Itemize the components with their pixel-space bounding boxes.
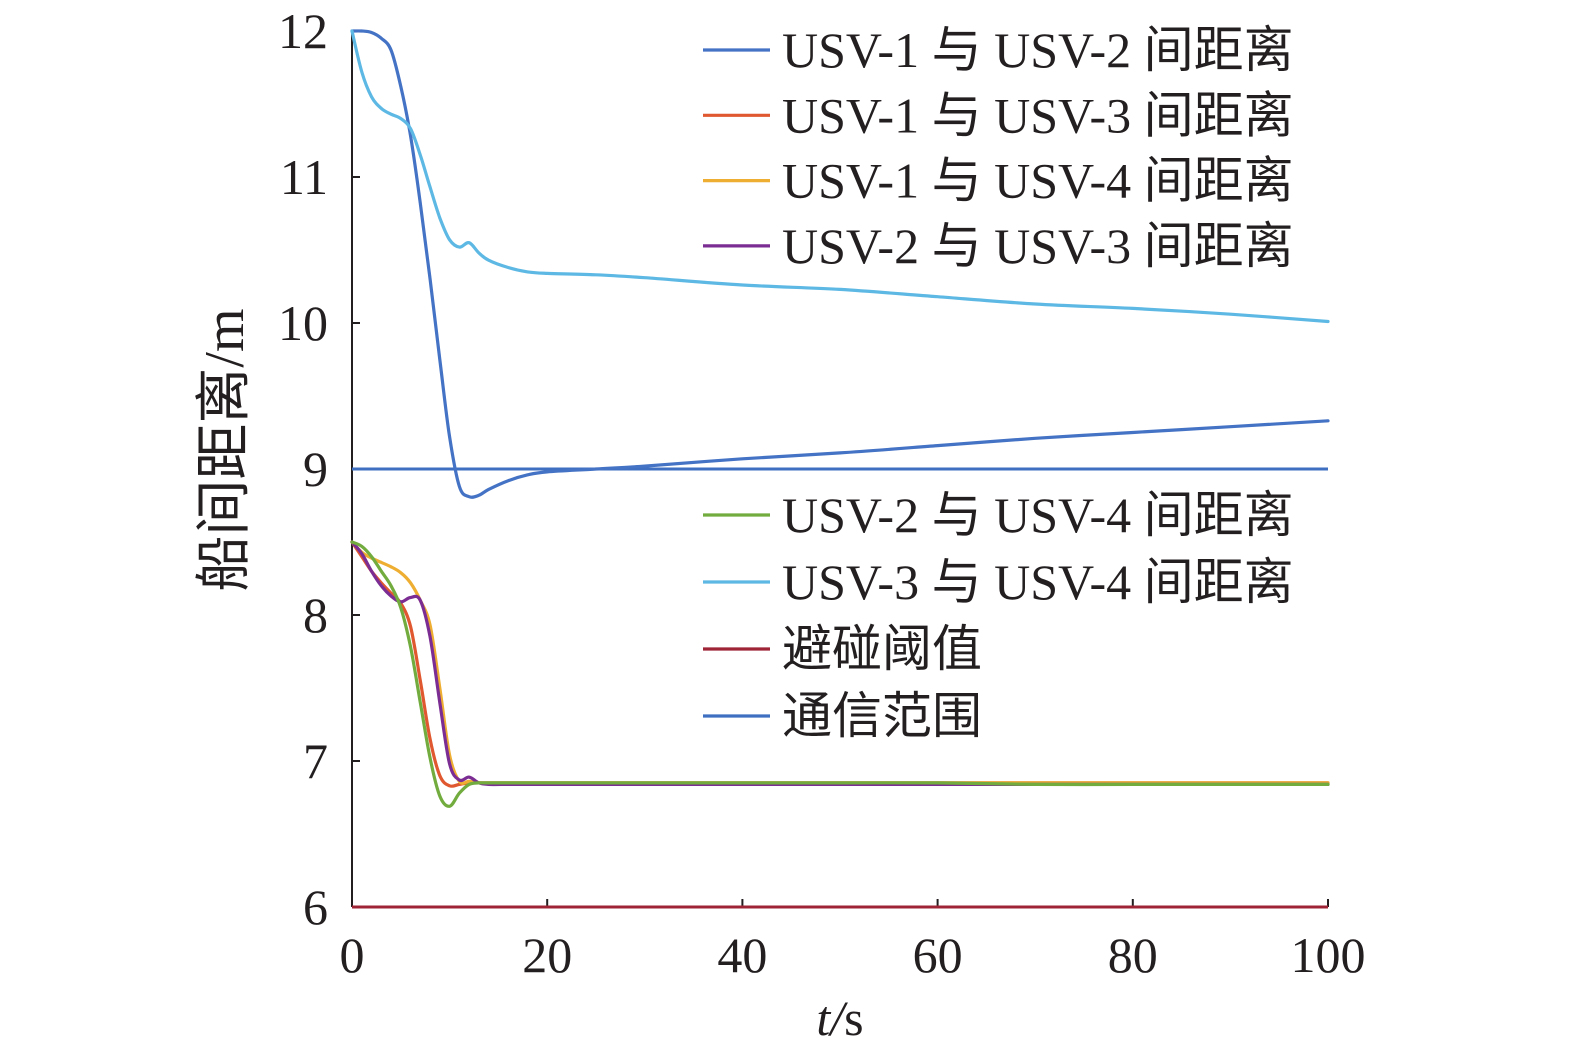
- legend-item: USV-2 与 USV-3 间距离: [703, 218, 1294, 274]
- legend-item: USV-2 与 USV-4 间距离: [703, 487, 1294, 543]
- legend: USV-1 与 USV-2 间距离 USV-1 与 USV-3 间距离 USV-1 …: [703, 22, 1294, 744]
- usv2-usv4-distance-line: [350, 540, 1330, 808]
- usv3-usv4-distance-line: [350, 29, 1330, 324]
- x-tick-label: 0: [340, 927, 365, 983]
- x-tick-label: 60: [913, 927, 963, 983]
- legend-label: USV-1 与 USV-3 间距离: [782, 87, 1294, 143]
- legend-label: USV-2 与 USV-4 间距离: [782, 487, 1294, 543]
- y-tick-label: 10: [278, 295, 328, 351]
- x-tick-label: 100: [1291, 927, 1366, 983]
- x-axis-label: t/s: [816, 990, 864, 1046]
- legend-label: USV-2 与 USV-3 间距离: [782, 218, 1294, 274]
- legend-label: USV-1 与 USV-2 间距离: [782, 22, 1294, 78]
- legend-item: USV-1 与 USV-3 间距离: [703, 87, 1294, 143]
- y-axis-label: 船间距离/m: [194, 308, 256, 592]
- legend-item: USV-1 与 USV-2 间距离: [703, 22, 1294, 78]
- y-tick-label: 8: [303, 587, 328, 643]
- usv1-usv2-distance-line: [350, 29, 1330, 499]
- y-tick-label: 11: [280, 149, 328, 205]
- legend-item: 通信范围: [703, 688, 982, 744]
- y-tick-label: 7: [303, 733, 328, 789]
- legend-label: 通信范围: [782, 688, 982, 744]
- legend-label: USV-1 与 USV-4 间距离: [782, 153, 1294, 209]
- x-tick-label: 40: [717, 927, 767, 983]
- y-tick-label: 6: [303, 879, 328, 935]
- reference-lines: [352, 467, 1328, 909]
- x-tick-label: 80: [1108, 927, 1158, 983]
- legend-label: 避碰阈值: [782, 621, 982, 677]
- legend-label: USV-3 与 USV-4 间距离: [782, 554, 1294, 610]
- x-tick-label: 20: [522, 927, 572, 983]
- series-lines: [350, 29, 1330, 808]
- axes: 6 7 8 9 10 11 12 0 20 40 60 80 100: [278, 3, 1366, 983]
- y-tick-label: 9: [303, 441, 328, 497]
- legend-item: USV-1 与 USV-4 间距离: [703, 153, 1294, 209]
- legend-item: USV-3 与 USV-4 间距离: [703, 554, 1294, 610]
- y-tick-label: 12: [278, 3, 328, 59]
- legend-item: 避碰阈值: [703, 621, 982, 677]
